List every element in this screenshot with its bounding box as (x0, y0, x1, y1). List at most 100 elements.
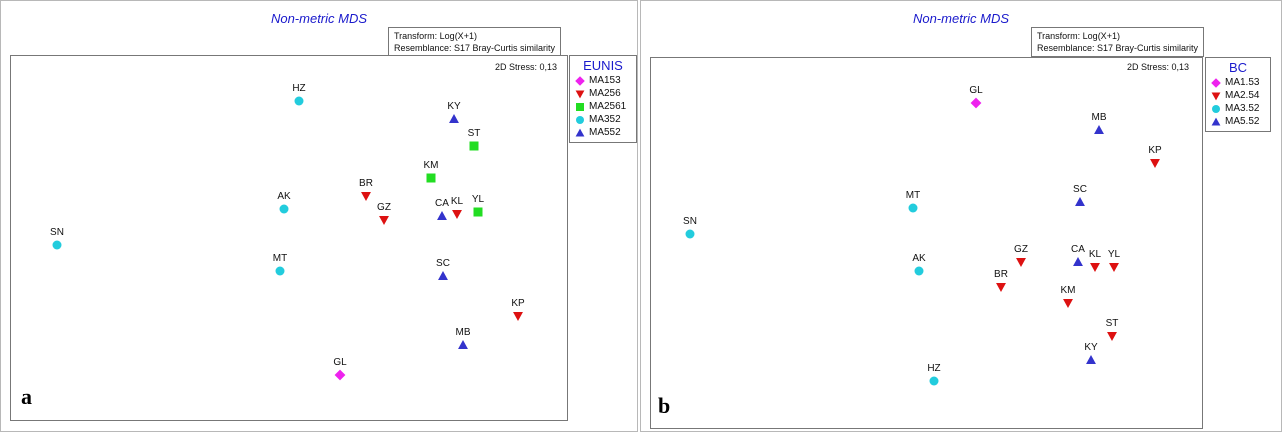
data-point: BR (994, 269, 1008, 292)
chart-title: Non-metric MDS (270, 11, 368, 26)
point-marker (1075, 197, 1085, 206)
point-label: HZ (927, 363, 940, 374)
legend-label: MA5.52 (1225, 116, 1260, 127)
legend-title: EUNIS (583, 58, 623, 73)
data-point: SC (1073, 184, 1087, 206)
circle-marker-icon (576, 115, 584, 124)
data-point: KL (451, 196, 464, 219)
legend: EUNIS MA153 MA256 MA2561 MA352 MA552 (569, 55, 637, 143)
data-point: CA (435, 198, 449, 220)
point-label: YL (1108, 249, 1121, 260)
point-marker (473, 207, 483, 217)
point-marker (1063, 299, 1073, 308)
resemblance-note: Resemblance: S17 Bray-Curtis similarity (1037, 43, 1199, 53)
point-marker (452, 210, 462, 219)
data-point: YL (1108, 249, 1121, 272)
legend-label: MA153 (589, 75, 621, 86)
legend-label: MA2.54 (1225, 90, 1260, 101)
point-label: MT (906, 190, 920, 201)
mds-panel-a: Non-metric MDS Transform: Log(X+1) Resem… (0, 0, 638, 432)
data-point: AK (912, 253, 926, 276)
data-point: KM (1061, 285, 1076, 308)
transform-note-box: Transform: Log(X+1) Resemblance: S17 Bra… (1031, 27, 1205, 57)
point-marker (996, 283, 1006, 292)
point-marker (379, 216, 389, 225)
legend-item: MA1.53 (1211, 76, 1265, 89)
point-marker (52, 240, 62, 250)
point-marker (275, 266, 285, 276)
point-marker (1150, 159, 1160, 168)
point-label: MB (456, 327, 471, 338)
point-label: GZ (1014, 244, 1028, 255)
point-marker (1090, 263, 1100, 272)
transform-note: Transform: Log(X+1) (394, 31, 477, 41)
transform-note: Transform: Log(X+1) (1037, 31, 1120, 41)
point-label: YL (472, 194, 485, 205)
point-label: KM (1061, 285, 1076, 296)
point-label: AK (277, 191, 291, 202)
legend-item: MA352 (575, 113, 631, 126)
data-point: BR (359, 178, 373, 201)
data-point: KY (1084, 342, 1098, 364)
legend-item: MA153 (575, 74, 631, 87)
point-marker (908, 203, 918, 213)
stress-value: 2D Stress: 0,13 (495, 62, 558, 72)
point-marker (438, 271, 448, 280)
legend-label: MA256 (589, 88, 621, 99)
data-point: MB (1092, 112, 1107, 134)
data-point: GZ (1014, 244, 1028, 267)
point-marker (334, 369, 346, 381)
legend-label: MA1.53 (1225, 77, 1260, 88)
point-marker (294, 96, 304, 106)
point-marker (685, 229, 695, 239)
point-label: KP (511, 298, 525, 309)
point-marker (1073, 257, 1083, 266)
triangle-down-marker-icon (1211, 91, 1221, 100)
data-point: HZ (292, 83, 306, 106)
point-label: CA (1071, 244, 1085, 255)
stress-value: 2D Stress: 0,13 (1127, 62, 1190, 72)
point-marker (929, 376, 939, 386)
point-label: HZ (292, 83, 305, 94)
point-label: KL (451, 196, 464, 207)
point-label: ST (468, 128, 481, 139)
point-label: KM (424, 160, 439, 171)
point-label: KY (1084, 342, 1098, 353)
point-label: GL (333, 357, 347, 368)
triangle-down-marker-icon (575, 89, 585, 98)
data-point: KM (424, 160, 439, 183)
point-label: SC (1073, 184, 1087, 195)
diamond-marker-icon (575, 75, 585, 86)
legend-items: MA153 MA256 MA2561 MA352 MA552 (575, 74, 631, 139)
point-label: BR (994, 269, 1008, 280)
data-point: MT (906, 190, 920, 213)
point-marker (361, 192, 371, 201)
plot-area (650, 57, 1203, 429)
triangle-up-marker-icon (1211, 117, 1221, 126)
legend-item: MA5.52 (1211, 115, 1265, 128)
legend-items: MA1.53 MA2.54 MA3.52 MA5.52 (1211, 76, 1265, 128)
point-marker (1107, 332, 1117, 341)
point-label: KP (1148, 145, 1162, 156)
point-label: MT (273, 253, 287, 264)
legend-label: MA552 (589, 127, 621, 138)
data-point: GZ (377, 202, 391, 225)
plot-area (10, 55, 568, 421)
data-point: ST (1106, 318, 1118, 341)
data-point: SC (436, 258, 450, 280)
point-label: MB (1092, 112, 1107, 123)
point-label: SN (50, 227, 64, 238)
data-point: KP (1148, 145, 1162, 168)
point-label: GL (969, 85, 983, 96)
point-label: BR (359, 178, 373, 189)
data-point: SN (683, 216, 697, 239)
mds-panel-b: Non-metric MDS Transform: Log(X+1) Resem… (640, 0, 1282, 432)
point-label: SN (683, 216, 697, 227)
data-point: ST (468, 128, 481, 151)
data-point: HZ (927, 363, 941, 386)
point-label: AK (912, 253, 926, 264)
point-marker (1016, 258, 1026, 267)
diamond-marker-icon (1211, 77, 1221, 88)
point-label: KL (1089, 249, 1102, 260)
legend-title: BC (1228, 60, 1248, 75)
